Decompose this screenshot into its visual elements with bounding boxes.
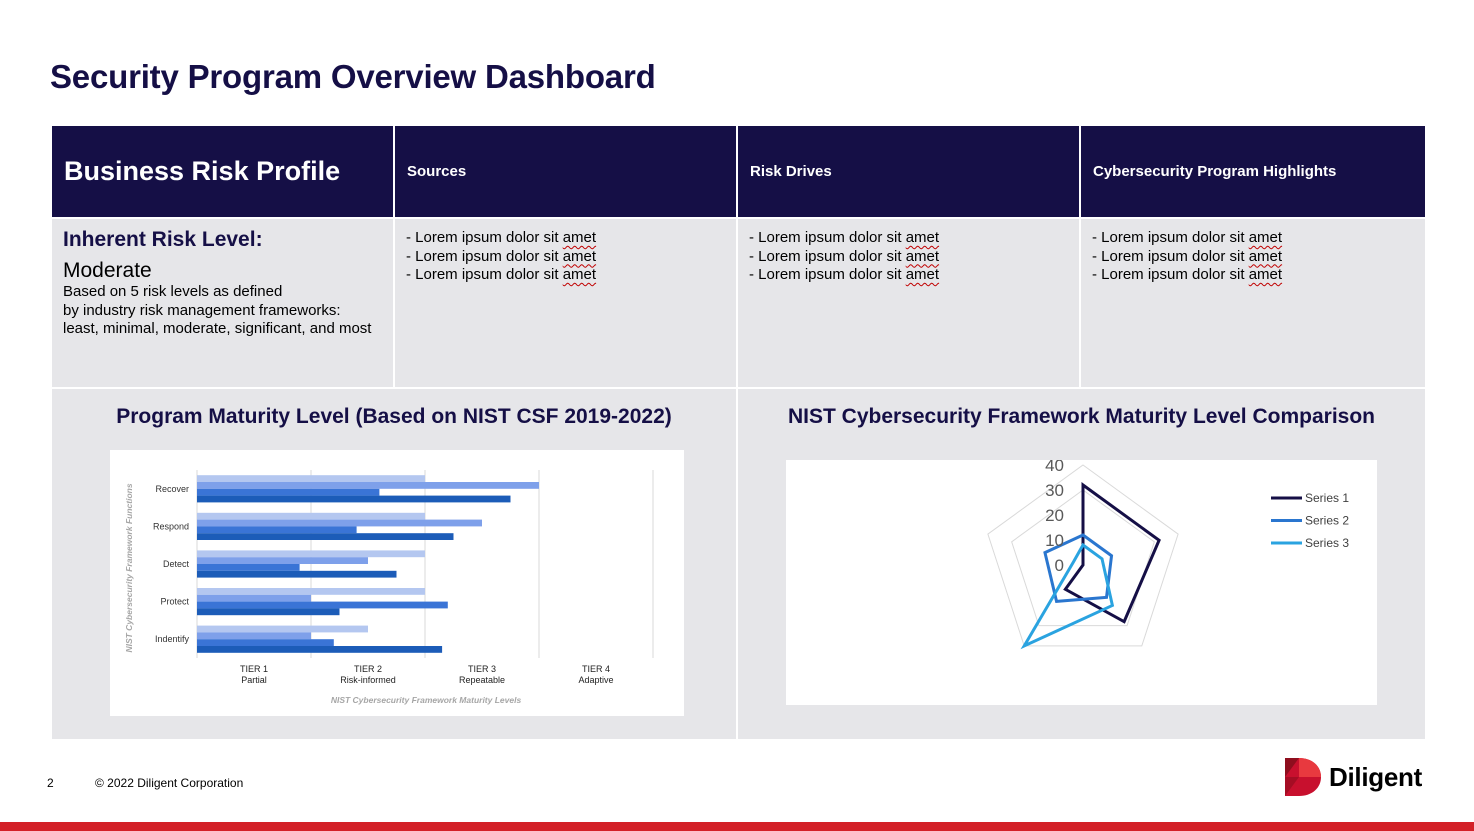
bullet-item: - Lorem ipsum dolor sit amet <box>749 229 940 246</box>
radar-tick-label: 40 <box>1045 460 1064 475</box>
bar <box>197 570 397 578</box>
bar <box>197 526 357 534</box>
bar <box>197 495 511 503</box>
legend-label: Series 3 <box>1305 536 1349 550</box>
diligent-logo-icon <box>1285 758 1321 796</box>
radar-tick-label: 10 <box>1045 531 1064 550</box>
bar <box>197 488 380 496</box>
x-tick-sublabel: Risk-informed <box>340 675 396 685</box>
radar-chart-cell: NIST Cybersecurity Framework Maturity Le… <box>738 389 1425 739</box>
bar <box>197 512 425 520</box>
bar <box>197 588 425 595</box>
copyright: © 2022 Diligent Corporation <box>95 776 244 790</box>
radar-tick-label: 0 <box>1055 556 1064 575</box>
risk-desc-line: by industry risk management frameworks: <box>63 301 341 319</box>
bar <box>197 519 482 527</box>
radar-chart-box: 0 10 20 30 40 Series 1 Series 2 Series 3 <box>786 456 1377 705</box>
risk-level-value: Moderate <box>63 258 152 282</box>
x-tick-label: TIER 1 <box>240 664 268 674</box>
bullet-item: - Lorem ipsum dolor sit amet <box>406 229 597 246</box>
bar <box>197 564 300 571</box>
bullet-item: - Lorem ipsum dolor sit amet <box>1092 247 1283 265</box>
radar-series-line <box>1043 533 1114 604</box>
category-label: Detect <box>163 559 190 569</box>
bullet-item: - Lorem ipsum dolor sit amet <box>406 266 597 283</box>
bar <box>197 632 311 640</box>
x-tick-sublabel: Repeatable <box>459 675 505 685</box>
bar <box>197 550 425 558</box>
risk-level-cell: Inherent Risk Level: Moderate Based on 5… <box>52 219 395 387</box>
risk-level-description: Based on 5 risk levels as defined by ind… <box>63 283 382 339</box>
radar-chart: 0 10 20 30 40 Series 1 Series 2 Series 3 <box>987 456 1349 650</box>
legend-label: Series 2 <box>1305 514 1349 528</box>
x-axis-title: NIST Cybersecurity Framework Maturity Le… <box>331 695 522 705</box>
category-label: Respond <box>153 521 189 531</box>
bar <box>197 608 340 616</box>
risk-profile-grid: Business Risk Profile Sources Risk Drive… <box>52 126 1425 739</box>
x-tick-sublabel: Partial <box>241 675 267 685</box>
category-label: Indentify <box>155 634 190 644</box>
bar <box>197 601 448 609</box>
x-tick-label: TIER 3 <box>468 664 496 674</box>
risk-drives-cell: - Lorem ipsum dolor sit amet - Lorem ipsu… <box>738 219 1081 387</box>
bullet-item: - Lorem ipsum dolor sit amet <box>406 247 597 265</box>
charts-row: Program Maturity Level (Based on NIST CS… <box>52 387 1425 739</box>
bullet-item: - Lorem ipsum dolor sit amet <box>749 247 940 265</box>
risk-level-label: Inherent Risk Level: <box>63 228 263 251</box>
radar-tick-label: 20 <box>1045 506 1064 525</box>
header-business-risk-profile: Business Risk Profile <box>52 126 395 217</box>
category-label: Recover <box>155 484 189 494</box>
bar <box>197 646 443 653</box>
risk-desc-line: least, minimal, moderate, significant, a… <box>63 320 372 337</box>
diligent-logo: Diligent <box>1285 758 1422 796</box>
header-risk-drives: Risk Drives <box>738 126 1081 217</box>
radar-chart-title: NIST Cybersecurity Framework Maturity Le… <box>787 405 1375 428</box>
bar <box>197 482 539 489</box>
radar-grid-ring <box>987 464 1179 647</box>
maturity-chart-box: Recover Respond Detect Protect Indentify TIER… <box>110 450 684 716</box>
page-title: Security Program Overview Dashboard <box>50 58 656 95</box>
bullet-item: - Lorem ipsum dolor sit amet <box>749 266 940 283</box>
body-row: Inherent Risk Level: Moderate Based on 5… <box>52 217 1425 387</box>
radar-series-line <box>1020 542 1115 650</box>
y-axis-title: NIST Cybersecurity Framework Functions <box>124 483 134 652</box>
bar <box>197 475 425 482</box>
radar-series-line <box>1063 482 1161 624</box>
radar-tick-label: 30 <box>1045 481 1064 500</box>
bullet-item: - Lorem ipsum dolor sit amet <box>1092 229 1283 246</box>
bar <box>197 533 454 540</box>
header-program-highlights: Cybersecurity Program Highlights <box>1081 126 1425 217</box>
bar <box>197 625 368 633</box>
maturity-chart-cell: Program Maturity Level (Based on NIST CS… <box>52 389 738 739</box>
page-number: 2 <box>47 776 54 790</box>
radar-grid-ring <box>1011 489 1155 627</box>
bullet-item: - Lorem ipsum dolor sit amet <box>1092 266 1283 283</box>
program-highlights-cell: - Lorem ipsum dolor sit amet - Lorem ipsu… <box>1081 219 1425 387</box>
category-label: Protect <box>160 597 189 607</box>
x-tick-sublabel: Adaptive <box>578 675 613 685</box>
bar <box>197 639 334 646</box>
bar <box>197 557 368 564</box>
maturity-bar-chart: Recover Respond Detect Protect Indentify TIER… <box>124 470 654 705</box>
diligent-logo-text: Diligent <box>1329 761 1422 792</box>
maturity-chart-title: Program Maturity Level (Based on NIST CS… <box>116 405 672 428</box>
bar <box>197 594 311 602</box>
risk-desc-line: Based on 5 risk levels as defined <box>63 283 283 300</box>
x-tick-label: TIER 4 <box>582 664 610 674</box>
x-tick-label: TIER 2 <box>354 664 382 674</box>
legend-label: Series 1 <box>1305 491 1349 505</box>
header-row: Business Risk Profile Sources Risk Drive… <box>52 126 1425 217</box>
header-sources: Sources <box>395 126 738 217</box>
footer-red-bar <box>0 822 1474 831</box>
sources-cell: - Lorem ipsum dolor sit amet - Lorem ipsu… <box>395 219 738 387</box>
